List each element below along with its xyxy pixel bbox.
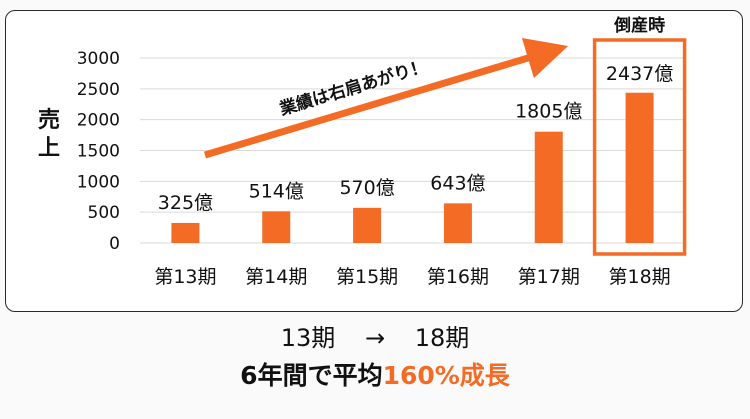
y-tick-label: 500: [88, 203, 120, 223]
chart-frame: [5, 10, 743, 312]
growth-prefix: 6年間で平均: [240, 361, 383, 390]
bar: [443, 203, 472, 243]
trend-arrow: [203, 37, 569, 159]
period-from: 13期: [280, 324, 336, 352]
highlight-label: 倒産時: [613, 15, 665, 36]
value-label: 2437億: [606, 63, 673, 85]
bar: [262, 211, 291, 243]
y-tick-label: 0: [109, 234, 120, 254]
bar: [353, 207, 382, 243]
bar: [625, 92, 654, 244]
y-tick-label: 1500: [77, 142, 120, 162]
x-tick-label: 第14期: [245, 266, 307, 288]
bar: [171, 222, 200, 243]
value-labels: 325億 514億 570億 643億 1805億 2437億: [158, 63, 673, 214]
bars: [171, 92, 654, 244]
x-tick-label: 第15期: [336, 266, 398, 288]
y-tick-label: 2000: [77, 111, 120, 131]
y-tick-label: 2500: [77, 80, 120, 100]
y-tick-label: 1000: [77, 172, 120, 192]
x-tick-label: 第16期: [427, 266, 489, 288]
x-axis-ticks: 第13期 第14期 第15期 第16期 第17期 第18期: [154, 266, 670, 288]
y-axis-label: 売上: [38, 107, 60, 161]
period-caption: 13期 → 18期: [0, 318, 750, 353]
x-tick-label: 第18期: [608, 266, 670, 288]
bar-chart: 0 500 1000 1500 2000 2500 3000 売上 325億 514億 570億…: [38, 15, 687, 288]
value-label: 570億: [339, 177, 394, 199]
value-label: 325億: [158, 192, 213, 214]
bar: [534, 131, 563, 243]
value-label: 643億: [430, 172, 485, 194]
x-tick-label: 第17期: [518, 266, 580, 288]
x-tick-label: 第13期: [154, 266, 216, 288]
value-label: 1805億: [515, 101, 582, 123]
growth-value: 160%成長: [382, 361, 510, 390]
y-axis-ticks: 0 500 1000 1500 2000 2500 3000: [77, 49, 120, 254]
value-label: 514億: [249, 180, 304, 202]
y-axis-label-char: 売: [38, 107, 60, 133]
y-axis-label-char: 上: [38, 136, 60, 161]
y-tick-label: 3000: [77, 49, 120, 69]
period-to: 18期: [414, 324, 470, 352]
period-arrow: →: [364, 324, 386, 352]
highlight-box: [592, 38, 687, 256]
growth-caption: 6年間で平均160%成長: [0, 356, 750, 392]
